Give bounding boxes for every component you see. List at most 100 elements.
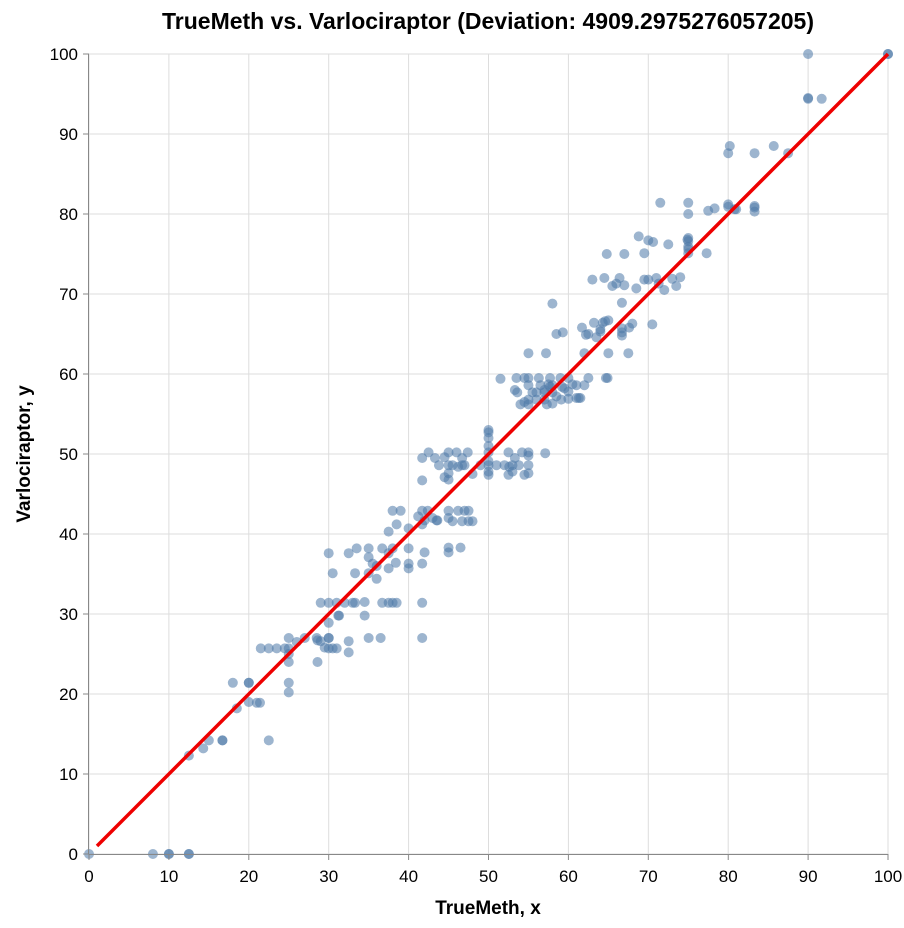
trend-line: [95, 52, 890, 848]
data-point: [323, 597, 334, 608]
data-point: [540, 448, 551, 459]
data-point: [631, 283, 642, 294]
x-tick-label: 70: [639, 867, 658, 886]
data-point: [283, 633, 294, 643]
data-point: [803, 49, 814, 59]
data-point: [283, 677, 294, 688]
data-point: [709, 203, 720, 214]
data-point: [571, 380, 582, 391]
y-tick-label: 30: [59, 605, 78, 624]
data-point: [383, 526, 394, 537]
data-point: [541, 348, 552, 359]
data-point: [417, 558, 428, 569]
x-tick-label: 30: [319, 867, 338, 886]
data-point: [683, 197, 694, 208]
data-point: [483, 441, 494, 451]
data-point: [403, 563, 414, 574]
data-point: [462, 447, 473, 458]
data-point: [243, 697, 254, 707]
data-point: [647, 319, 658, 330]
data-point: [603, 348, 614, 359]
data-point: [483, 425, 494, 435]
data-point: [599, 273, 610, 283]
data-point: [263, 643, 274, 654]
data-point: [675, 272, 686, 283]
data-point: [563, 393, 574, 404]
data-point: [583, 373, 594, 383]
x-axis-title: TrueMeth, x: [435, 898, 541, 919]
x-tick-label: 40: [399, 867, 418, 886]
data-point: [343, 548, 354, 559]
x-tick-label: 80: [719, 867, 738, 886]
data-point: [663, 239, 674, 250]
data-point: [655, 197, 666, 208]
data-point: [363, 633, 374, 643]
data-point: [639, 248, 650, 259]
data-point: [491, 460, 502, 471]
data-point: [459, 460, 470, 471]
data-point: [433, 460, 444, 471]
data-point: [523, 468, 534, 479]
data-point: [671, 281, 682, 291]
data-point: [583, 329, 594, 339]
data-point: [701, 248, 712, 259]
y-tick-label: 40: [59, 525, 78, 544]
y-tick-label: 20: [59, 685, 78, 704]
data-point: [363, 543, 374, 554]
data-point: [619, 249, 630, 259]
data-point: [659, 285, 670, 295]
data-point: [614, 273, 625, 283]
data-point: [343, 636, 354, 647]
data-point: [523, 399, 534, 410]
data-point: [547, 298, 558, 309]
data-point: [633, 231, 644, 242]
data-point: [327, 568, 338, 579]
x-tick-label: 0: [84, 867, 93, 886]
x-tick-label: 100: [874, 867, 902, 886]
diagonal-reference-line: [95, 52, 890, 848]
y-tick-label: 10: [59, 765, 78, 784]
data-point: [512, 387, 523, 398]
y-tick-label: 90: [59, 125, 78, 144]
data-point: [331, 643, 342, 654]
y-tick-label: 0: [69, 845, 78, 864]
data-point: [513, 460, 524, 471]
data-point: [395, 505, 406, 516]
data-point: [359, 597, 370, 607]
data-point: [603, 315, 614, 326]
data-point: [323, 617, 334, 628]
data-point: [443, 547, 454, 558]
x-tick-label: 10: [159, 867, 178, 886]
data-point: [575, 393, 586, 403]
data-point: [447, 516, 458, 527]
data-point: [417, 633, 428, 643]
data-point: [803, 93, 814, 104]
y-axis-title: Varlociraptor, y: [14, 385, 35, 523]
data-point: [254, 697, 265, 708]
data-point: [648, 237, 659, 247]
data-point: [255, 643, 266, 654]
y-tick-label: 70: [59, 285, 78, 304]
data-point: [587, 274, 598, 285]
data-point: [371, 573, 382, 584]
data-point: [616, 330, 627, 341]
data-point: [283, 687, 294, 698]
data-point: [749, 148, 760, 159]
y-tick-label: 60: [59, 365, 78, 384]
data-point: [443, 447, 454, 458]
data-point: [312, 657, 323, 667]
data-point: [243, 677, 254, 688]
x-tick-label: 50: [479, 867, 498, 886]
data-point: [350, 568, 361, 579]
data-point: [749, 202, 760, 213]
data-point: [432, 515, 443, 526]
data-point: [271, 643, 282, 654]
data-point: [601, 249, 612, 259]
y-tick-label: 80: [59, 205, 78, 224]
data-point: [315, 597, 326, 608]
data-point: [334, 610, 345, 621]
data-point: [511, 373, 522, 383]
data-point: [390, 557, 401, 568]
data-point: [483, 433, 494, 443]
data-point: [417, 597, 428, 608]
